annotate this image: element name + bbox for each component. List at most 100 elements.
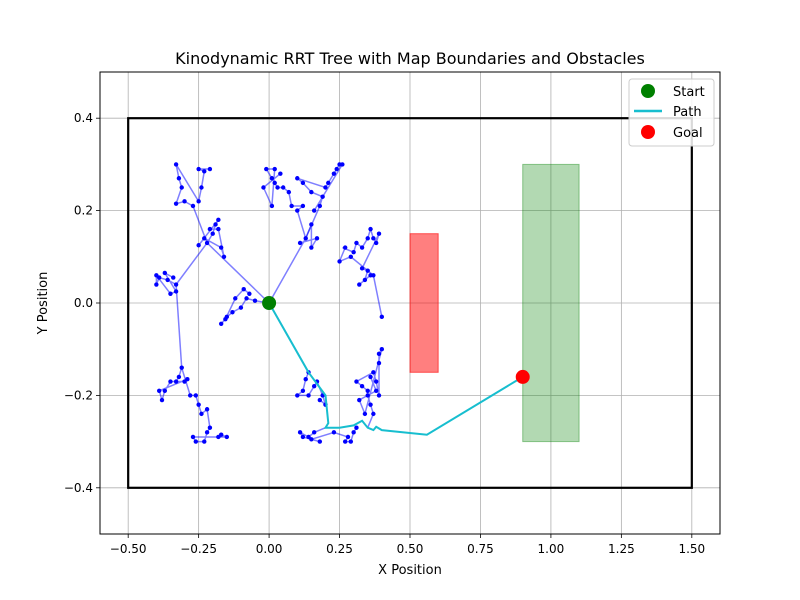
x-tick-label: −0.25	[180, 542, 217, 556]
tree-node	[241, 286, 246, 292]
tree-node	[309, 189, 314, 195]
tree-node	[317, 203, 323, 209]
tree-node	[218, 432, 224, 437]
tree-node	[357, 282, 362, 287]
tree-node	[365, 236, 370, 241]
tree-node	[331, 430, 337, 435]
tree-node	[311, 208, 317, 213]
tree-node	[340, 162, 345, 167]
tree-node	[300, 180, 306, 186]
tree-node	[365, 388, 370, 393]
tree-node	[207, 425, 213, 430]
start-marker	[262, 296, 277, 310]
tree-node	[196, 243, 201, 248]
solution-path	[268, 302, 524, 436]
tree-node	[354, 425, 359, 430]
tree-node	[311, 383, 317, 389]
tree-node	[173, 289, 179, 294]
tree-node	[295, 176, 300, 181]
tree-node	[275, 185, 280, 190]
tree-node	[354, 240, 359, 246]
tree-node	[176, 176, 182, 181]
plot-content	[127, 117, 693, 489]
x-tick-label: 1.25	[608, 542, 635, 556]
tree-node	[171, 275, 176, 280]
tree-node	[359, 266, 365, 271]
tree-node	[193, 393, 199, 398]
tree-node	[376, 360, 382, 366]
tree-node	[173, 282, 179, 287]
tree-node	[357, 397, 362, 403]
tree-node	[348, 439, 354, 444]
legend-goal-label: Goal	[673, 126, 703, 141]
tree-edge	[296, 163, 344, 239]
tree-node	[368, 226, 373, 232]
tree-edge	[298, 427, 358, 443]
tree-node	[221, 254, 227, 259]
tree-node	[213, 222, 218, 227]
legend-start-marker	[641, 84, 655, 98]
tree-node	[252, 298, 258, 303]
tree-node	[269, 176, 275, 181]
tree-node	[264, 166, 269, 172]
tree-node	[176, 374, 182, 380]
legend: Start Path Goal	[628, 78, 715, 147]
tree-node	[216, 217, 221, 223]
y-tick-label: 0.2	[74, 204, 93, 218]
tree-node	[379, 314, 385, 320]
tree-node	[314, 236, 320, 241]
tree-node	[272, 166, 277, 172]
tree-node	[179, 365, 184, 370]
goal-marker	[515, 369, 530, 384]
map-boundary	[127, 117, 693, 489]
tree-node	[224, 434, 230, 440]
tree-node	[300, 203, 306, 209]
tree-node	[272, 180, 277, 186]
tree-node	[342, 245, 348, 250]
tree-node	[202, 236, 207, 241]
tree-node	[204, 240, 210, 246]
tree-node	[300, 434, 306, 440]
legend-path-label: Path	[673, 105, 702, 120]
tree-node	[334, 166, 339, 172]
tree-node	[216, 226, 221, 232]
tree-node	[199, 411, 204, 417]
tree-node	[162, 270, 168, 276]
x-tick-label: 1.00	[538, 542, 565, 556]
tree-node	[371, 236, 376, 241]
tree-node	[218, 321, 224, 326]
tree-node	[317, 397, 323, 403]
tree-node	[300, 388, 306, 393]
tree-node	[323, 185, 328, 190]
x-tick-label: 0.25	[326, 542, 353, 556]
tree-node	[320, 194, 325, 199]
tree-node	[373, 388, 379, 393]
tree-node	[159, 397, 165, 403]
tree-node	[368, 374, 373, 380]
tree-node	[230, 310, 235, 315]
tree-node	[331, 171, 337, 176]
tree-node	[204, 407, 210, 412]
tree-node	[365, 393, 370, 398]
tree-node	[379, 347, 385, 352]
tree-node	[168, 291, 173, 296]
tree-node	[182, 199, 187, 204]
tree-node	[154, 282, 159, 287]
tree-node	[173, 379, 179, 384]
tree-node	[261, 185, 266, 190]
tree-node	[218, 245, 224, 250]
tree-node	[342, 439, 348, 444]
tree-node	[354, 379, 359, 384]
tree-node	[190, 434, 196, 440]
tree-node	[196, 199, 201, 204]
tree-edge	[155, 242, 208, 295]
tree-node	[204, 430, 210, 435]
tree-node	[196, 402, 201, 407]
tree-node	[376, 351, 382, 357]
legend-start-label: Start	[673, 85, 705, 100]
tree-node	[202, 439, 207, 444]
tree-node	[376, 393, 382, 398]
obstacles-layer	[409, 163, 580, 443]
tree-node	[368, 402, 373, 407]
